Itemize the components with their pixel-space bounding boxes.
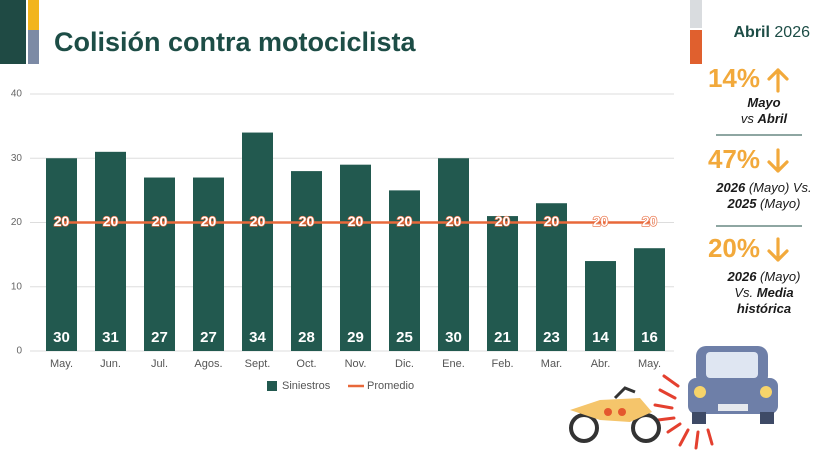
x-tick-label: Sept.	[245, 358, 271, 370]
accent-yellow	[28, 0, 39, 30]
accent-blue	[28, 30, 39, 64]
line-value-label: 20	[593, 213, 609, 229]
period-month: Abril	[734, 24, 770, 41]
legend-label: Siniestros	[282, 380, 331, 392]
x-tick-label: Jun.	[100, 358, 121, 370]
kpi-caption-part: Abril	[757, 111, 788, 126]
line-value-label: 20	[250, 213, 266, 229]
kpi-caption: 2026 (Mayo) Vs.	[715, 180, 811, 195]
x-tick-label: Feb.	[491, 358, 513, 370]
line-value-label: 20	[544, 213, 560, 229]
kpi-caption: Mayo	[747, 95, 780, 110]
y-tick-label: 20	[11, 217, 23, 228]
kpi-caption-part: Mayo	[747, 95, 780, 110]
bar	[95, 151, 126, 351]
bar-value-label: 27	[200, 329, 217, 346]
bar	[46, 158, 77, 351]
accent-orange	[690, 30, 702, 64]
kpi-caption-part: (Mayo) Vs.	[745, 180, 811, 195]
bar	[340, 164, 371, 351]
bar-value-label: 27	[151, 329, 168, 346]
line-value-label: 20	[642, 213, 658, 229]
bar-value-label: 23	[543, 329, 560, 346]
kpi-caption-part: vs	[741, 111, 758, 126]
x-tick-label: Agos.	[194, 358, 222, 370]
title: Colisión contra motociclista	[54, 27, 417, 57]
kpi-caption: Vs. Media	[734, 285, 793, 300]
bar	[389, 190, 420, 351]
bar-value-label: 14	[592, 329, 609, 346]
bar	[193, 177, 224, 351]
line-value-label: 20	[348, 213, 364, 229]
bar-value-label: 21	[494, 329, 511, 346]
legend-swatch	[267, 381, 277, 391]
x-tick-label: May.	[50, 358, 73, 370]
kpi-caption-part: (Mayo)	[756, 196, 800, 211]
period-year: 2026	[774, 24, 810, 41]
kpi-caption: histórica	[737, 301, 791, 316]
line-value-label: 20	[103, 213, 119, 229]
x-tick-label: Ene.	[442, 358, 465, 370]
bar	[242, 132, 273, 351]
accent-block	[0, 0, 26, 64]
kpi-arrow	[767, 237, 789, 262]
bar-value-label: 29	[347, 329, 364, 346]
kpi-caption-part: Media	[757, 285, 794, 300]
line-value-label: 20	[397, 213, 413, 229]
bar	[291, 171, 322, 351]
x-tick-label: Abr.	[591, 358, 611, 370]
y-tick-label: 40	[11, 89, 23, 100]
line-value-label: 20	[201, 213, 217, 229]
legend-label: Promedio	[367, 380, 414, 392]
period: Abril 2026	[734, 24, 811, 41]
bar	[585, 261, 616, 351]
y-tick-label: 30	[11, 153, 23, 164]
y-tick-label: 0	[16, 346, 22, 357]
x-tick-label: Nov.	[345, 358, 367, 370]
bar-value-label: 34	[249, 329, 266, 346]
bar-value-label: 16	[641, 329, 658, 346]
bar-value-label: 30	[445, 329, 462, 346]
kpi-caption: vs Abril	[741, 111, 788, 126]
x-tick-label: Jul.	[151, 358, 168, 370]
kpi-value: 14%	[708, 63, 760, 93]
kpi-arrow	[767, 68, 789, 93]
bar-value-label: 28	[298, 329, 315, 346]
accent-grey	[690, 0, 702, 28]
bar	[487, 216, 518, 351]
line-value-label: 20	[299, 213, 315, 229]
kpi-value: 20%	[708, 233, 760, 263]
x-tick-label: Dic.	[395, 358, 414, 370]
line-value-label: 20	[54, 213, 70, 229]
x-tick-label: Mar.	[541, 358, 562, 370]
bar	[634, 248, 665, 351]
bar-value-label: 25	[396, 329, 413, 346]
kpi-caption: 2026 (Mayo)	[727, 269, 801, 284]
line-value-label: 20	[446, 213, 462, 229]
bar	[536, 203, 567, 351]
line-value-label: 20	[495, 213, 511, 229]
bar-value-label: 30	[53, 329, 70, 346]
line-value-label: 20	[152, 213, 168, 229]
kpi-caption-part: 2025	[727, 196, 758, 211]
kpi-caption-part: 2026	[715, 180, 746, 195]
kpi-caption: 2025 (Mayo)	[727, 196, 801, 211]
x-tick-label: Oct.	[296, 358, 316, 370]
kpi-caption-part: 2026	[727, 269, 758, 284]
kpi-caption-part: Vs.	[734, 285, 756, 300]
bar-value-label: 31	[102, 329, 119, 346]
kpi-arrow	[767, 148, 789, 173]
bar	[144, 177, 175, 351]
kpi-caption-part: (Mayo)	[756, 269, 800, 284]
y-tick-label: 10	[11, 281, 23, 292]
bar	[438, 158, 469, 351]
kpi-caption-part: histórica	[737, 301, 791, 316]
kpi-value: 47%	[708, 144, 760, 174]
illustration	[569, 346, 778, 450]
x-tick-label: May.	[638, 358, 661, 370]
